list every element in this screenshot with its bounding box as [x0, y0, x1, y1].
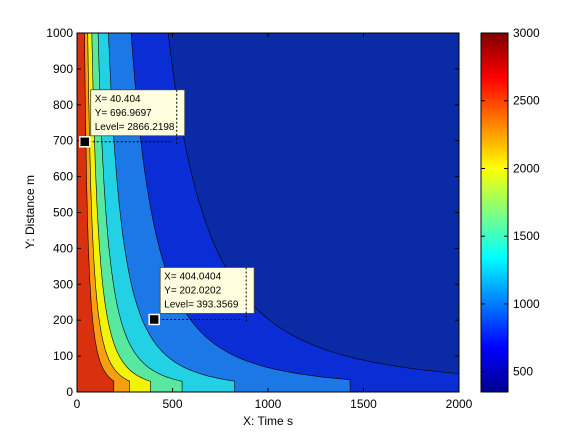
- y-tick-label: 700: [53, 134, 73, 148]
- y-tick-label: 900: [53, 62, 73, 76]
- colorbar-tick-label: 2500: [513, 94, 540, 108]
- colorbar-ticks: 500 1000 1500 2000 2500 3000: [481, 26, 540, 379]
- colorbar-tick-label: 1500: [513, 229, 540, 243]
- datatip[interactable]: X= 404.0404 Y= 202.0202 Level= 393.3569: [148, 267, 255, 326]
- y-axis-label: Y: Distance m: [23, 175, 37, 249]
- y-tick-label: 300: [53, 277, 73, 291]
- y-tick-label: 0: [66, 385, 73, 399]
- x-axis-label: X: Time s: [243, 414, 293, 428]
- plot-area: [76, 32, 460, 393]
- colorbar-tick-label: 2000: [513, 161, 540, 175]
- colorbar-tick-label: 3000: [513, 26, 540, 40]
- y-tick-label: 200: [53, 313, 73, 327]
- colorbar: 500 1000 1500 2000 2500 3000: [480, 26, 540, 393]
- datatip-box: [159, 267, 255, 314]
- y-tick-label: 500: [53, 206, 73, 220]
- datatip-marker[interactable]: [148, 313, 160, 326]
- x-tick-label: 1000: [255, 397, 282, 411]
- datatip-line: Y= 202.0202: [164, 285, 221, 296]
- datatip-line: X= 404.0404: [164, 271, 221, 282]
- colorbar-tick-label: 500: [513, 365, 533, 379]
- datatip-line: Level= 393.3569: [164, 299, 239, 310]
- datatip-marker[interactable]: [78, 136, 91, 148]
- x-tick-label: 1500: [350, 397, 377, 411]
- datatip-line: Y= 696.9697: [95, 108, 152, 119]
- contour-region-2750: [77, 33, 115, 392]
- datatip[interactable]: X= 40.404 Y= 696.9697 Level= 2866.2198: [78, 89, 186, 148]
- datatip-box: [90, 89, 186, 137]
- datatip-line: X= 40.404: [95, 94, 141, 105]
- y-tick-label: 1000: [46, 26, 73, 40]
- colorbar-scale: [480, 32, 509, 393]
- colorbar-tick-label: 1000: [513, 297, 540, 311]
- y-tick-label: 600: [53, 170, 73, 184]
- y-tick-label: 800: [53, 98, 73, 112]
- y-axis: 0 100 200 300 400 500 600 700 800 900 1000: [46, 26, 459, 399]
- y-tick-label: 400: [53, 241, 73, 255]
- x-tick-label: 500: [162, 397, 182, 411]
- x-tick-label: 2000: [446, 397, 473, 411]
- x-axis: 0 500 1000 1500 2000: [74, 33, 473, 411]
- x-tick-label: 0: [74, 397, 81, 411]
- datatip-line: Level= 2866.2198: [95, 122, 175, 133]
- y-tick-label: 100: [53, 349, 73, 363]
